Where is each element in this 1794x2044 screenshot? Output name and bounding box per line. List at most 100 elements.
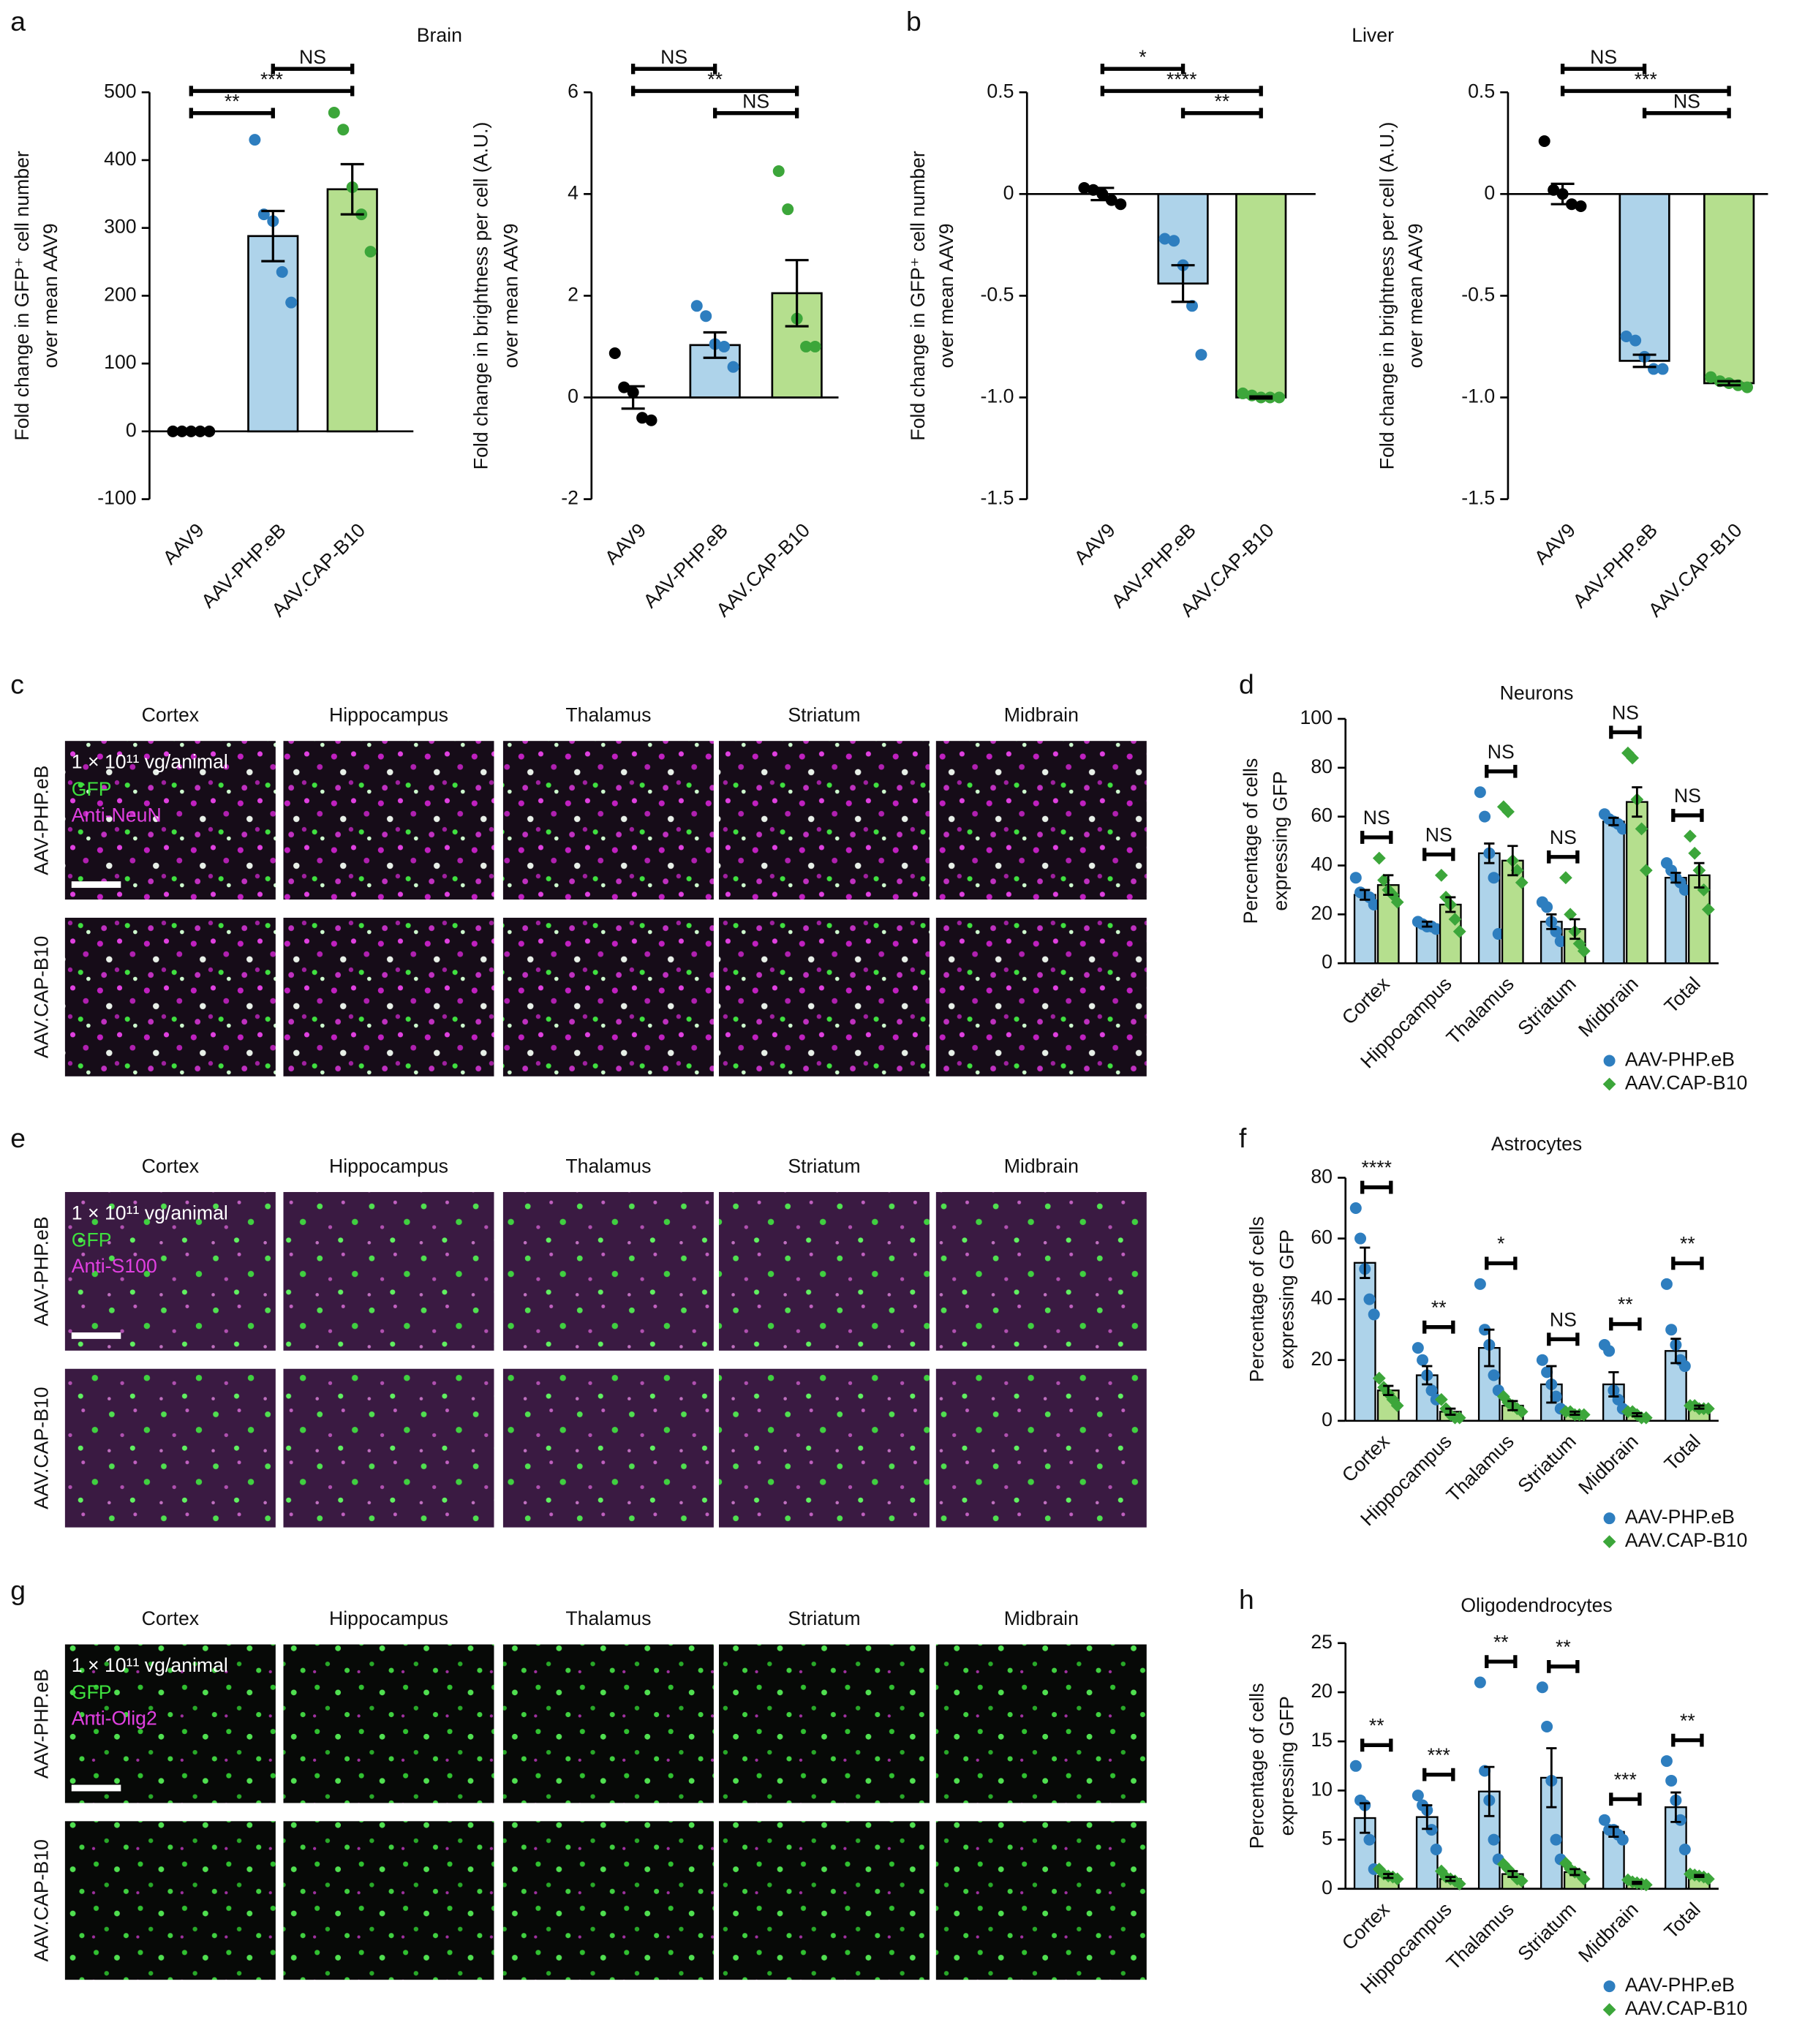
y-tick-label: 80: [1311, 755, 1333, 777]
legend-label: AAV.CAP-B10: [1625, 1529, 1747, 1551]
x-tick-label: Midbrain: [1574, 973, 1643, 1041]
data-point: [1741, 381, 1754, 393]
data-point: [1115, 198, 1127, 211]
significance-bracket: [1360, 831, 1393, 844]
data-point: [1620, 331, 1632, 343]
micrograph: [64, 1192, 276, 1351]
column-label: Striatum: [788, 704, 860, 725]
y-tick-label: 0: [568, 385, 578, 407]
error-bar: [1632, 1412, 1643, 1418]
y-axis-label: Fold change in GFP⁺ cell number: [907, 151, 929, 440]
y-tick-label: 4: [568, 181, 578, 203]
data-point: [1705, 371, 1717, 383]
significance-label: **: [1215, 90, 1230, 112]
data-point: [1657, 363, 1669, 375]
micrograph: [64, 741, 276, 900]
micrograph: [718, 1192, 930, 1351]
legend-label: AAV.CAP-B10: [1625, 1997, 1747, 2019]
micrograph: [283, 917, 494, 1076]
significance-bracket: [1560, 86, 1731, 97]
column-label: Midbrain: [1004, 1607, 1079, 1629]
y-axis-label: Percentage of cells: [1240, 758, 1262, 924]
significance-bracket: [1609, 1792, 1642, 1806]
error-bar: [1422, 1365, 1433, 1386]
data-point: [1554, 935, 1567, 948]
bar: [1602, 821, 1625, 965]
data-point: [727, 361, 739, 373]
micrograph: [718, 1644, 930, 1803]
x-tick-label: AAV-PHP.eB: [1569, 519, 1662, 612]
micrograph: [718, 917, 930, 1076]
micrograph: [935, 917, 1147, 1076]
error-bar: [1360, 1802, 1371, 1834]
data-point: [328, 107, 340, 119]
error-bar: [621, 385, 645, 410]
x-tick-label: Midbrain: [1574, 1898, 1643, 1967]
error-bar: [179, 429, 203, 434]
error-bar: [1445, 896, 1456, 913]
significance-bracket: [1642, 108, 1731, 118]
error-bar: [1670, 872, 1681, 884]
scale-bar: [71, 1332, 121, 1339]
legend-marker: [1603, 1980, 1616, 1993]
error-bar: [1546, 913, 1557, 930]
y-tick-label: 0.5: [1468, 80, 1495, 102]
data-point: [1452, 924, 1466, 938]
data-point: [1603, 1345, 1616, 1357]
data-point: [176, 425, 188, 437]
bar: [1477, 852, 1501, 965]
column-label: Midbrain: [1004, 704, 1079, 725]
stain-label: Anti-S100: [72, 1255, 157, 1277]
significance-label: ****: [1362, 1157, 1392, 1179]
data-point: [690, 300, 703, 312]
y-tick-label: 60: [1311, 1226, 1333, 1248]
significance-bracket: [630, 86, 799, 97]
data-point: [1078, 181, 1090, 194]
significance-bracket: [1609, 725, 1642, 739]
legend-marker: [1602, 1077, 1616, 1091]
significance-bracket: [1100, 64, 1186, 75]
bar: [326, 188, 378, 433]
chart-title: Astrocytes: [1491, 1133, 1582, 1155]
data-point: [645, 414, 657, 426]
y-tick-label: 25: [1311, 1631, 1333, 1653]
column-label: Cortex: [142, 704, 200, 725]
y-tick-label: 0: [126, 419, 137, 441]
significance-label: NS: [1590, 46, 1617, 68]
x-tick-label: Total: [1660, 1898, 1705, 1943]
column-label: Cortex: [142, 1155, 200, 1177]
error-bar: [1632, 353, 1657, 369]
error-bar: [1632, 786, 1643, 818]
y-tick-label: -100: [97, 487, 136, 509]
data-point: [1434, 868, 1448, 882]
data-point: [1452, 1411, 1466, 1425]
significance-label: NS: [1673, 90, 1700, 112]
panel-letter: a: [10, 6, 26, 37]
micrograph: [935, 1644, 1147, 1803]
data-point: [1629, 334, 1642, 347]
data-point: [1368, 1308, 1380, 1321]
data-point: [800, 340, 813, 352]
bar: [1235, 192, 1287, 399]
column-label: Hippocampus: [329, 1607, 448, 1629]
significance-label: NS: [1425, 824, 1452, 846]
error-bar: [1694, 861, 1705, 889]
panel-letter: e: [10, 1123, 26, 1153]
stain-label: GFP: [72, 1681, 112, 1703]
y-axis-label: over mean AAV9: [39, 223, 61, 368]
column-label: Thalamus: [565, 1155, 651, 1177]
bar: [247, 235, 299, 433]
data-point: [1577, 1408, 1591, 1422]
error-bar: [1569, 918, 1580, 940]
error-bar: [1608, 1370, 1619, 1398]
micrograph: [935, 1192, 1147, 1351]
data-point: [1575, 200, 1587, 212]
legend-label: AAV.CAP-B10: [1625, 1072, 1747, 1094]
micrograph: [935, 1368, 1147, 1528]
micrograph: [283, 1192, 494, 1351]
y-tick-label: 100: [1300, 706, 1332, 728]
x-tick-label: AAV9: [600, 519, 650, 569]
data-point: [1515, 1405, 1529, 1419]
data-point: [1412, 1342, 1424, 1354]
data-point: [194, 425, 206, 437]
